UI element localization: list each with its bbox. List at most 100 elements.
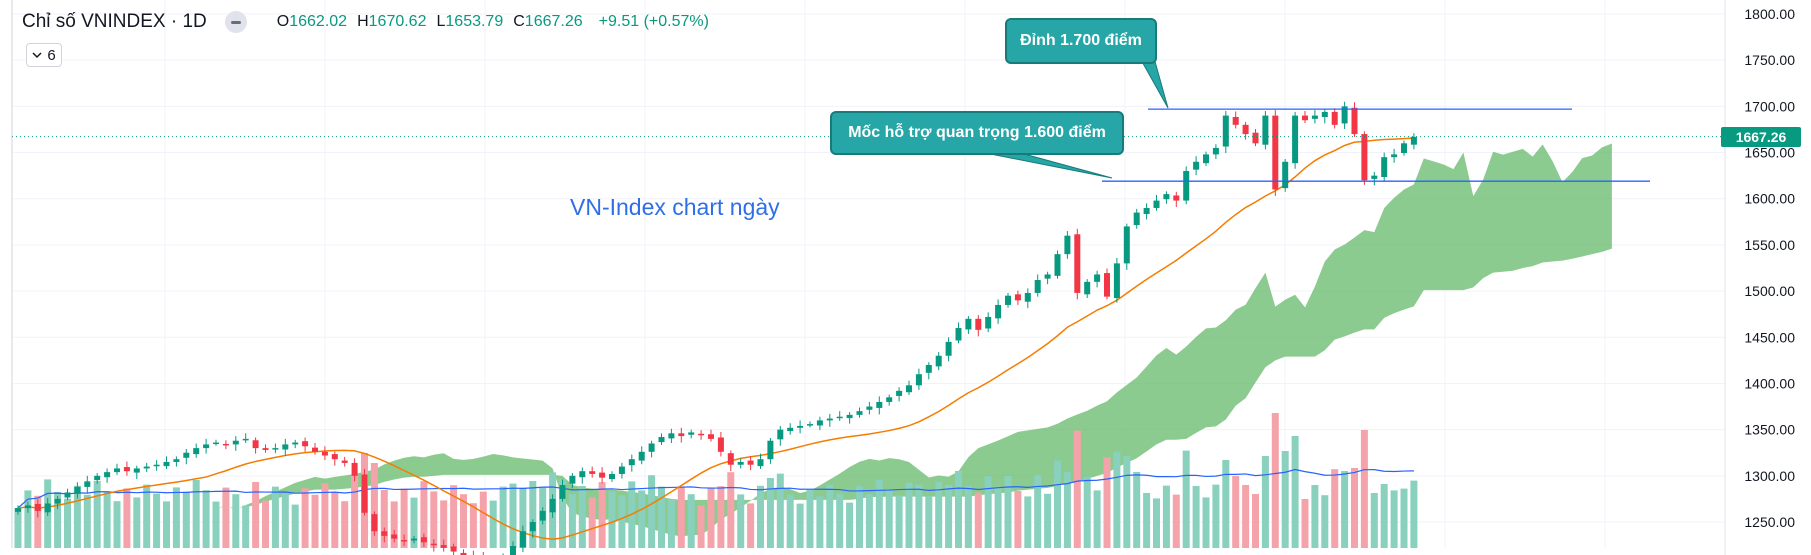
candle: [213, 439, 219, 446]
y-tick-label: 1350.00: [1744, 422, 1795, 438]
candle-body: [807, 424, 813, 426]
candle-body: [391, 534, 398, 539]
candle: [995, 299, 1002, 324]
volume-bar: [875, 480, 883, 548]
candle: [1311, 110, 1318, 124]
candle: [173, 456, 180, 467]
candle-body: [262, 448, 269, 450]
volume-bar: [1341, 471, 1349, 548]
chart-caption: VN-Index chart ngày: [570, 194, 780, 220]
volume-bar: [559, 479, 566, 548]
candle: [74, 482, 81, 499]
candle-body: [272, 448, 279, 450]
candle: [1292, 111, 1299, 169]
volume-bar: [1291, 436, 1299, 548]
candle: [549, 494, 556, 518]
candle: [1005, 292, 1011, 308]
volume-bar: [1004, 476, 1012, 548]
candle: [559, 479, 566, 502]
candle: [866, 401, 873, 415]
volume-bar: [291, 504, 299, 548]
candle-body: [1262, 115, 1269, 145]
candle-body: [1005, 295, 1011, 305]
candle: [708, 429, 714, 442]
candle-body: [232, 440, 239, 445]
indicators-toggle[interactable]: 6: [26, 43, 62, 67]
volume-bar: [677, 486, 685, 548]
volume-bar: [450, 485, 458, 548]
candle-body: [510, 546, 516, 555]
volume-bar: [1083, 476, 1091, 548]
candle-body: [1321, 111, 1328, 117]
candle-body: [341, 460, 348, 463]
volume-bar: [192, 480, 200, 548]
candle: [1084, 279, 1091, 299]
volume-bar: [153, 493, 161, 548]
open-value: 1662.02: [289, 13, 348, 30]
candle-body: [1163, 194, 1170, 200]
candle: [381, 527, 388, 543]
candle: [1321, 109, 1328, 124]
candle: [371, 511, 378, 536]
volume-bar: [212, 501, 220, 548]
candle-body: [856, 411, 863, 415]
high-value: 1670.62: [368, 13, 427, 30]
candle: [331, 451, 338, 466]
candle: [906, 380, 912, 395]
price-axis[interactable]: 1800.00 1750.00 1700.00 1650.00 1600.00 1550.…: [1724, 0, 1811, 555]
candle-body: [906, 385, 912, 393]
candle: [361, 468, 368, 516]
candle-body: [282, 444, 289, 450]
candle-body: [133, 468, 140, 473]
candle-body: [668, 433, 675, 439]
volume-bar: [281, 493, 289, 548]
volume-bar: [1380, 484, 1388, 548]
candle-body: [34, 503, 41, 511]
candle-body: [787, 427, 794, 432]
candle: [945, 337, 952, 362]
candle: [472, 550, 474, 555]
volume-bar: [440, 500, 448, 548]
candle-body: [1104, 273, 1110, 297]
candle: [955, 322, 962, 344]
close-value: 1667.26: [524, 13, 583, 30]
candle: [84, 475, 91, 494]
candle: [846, 412, 853, 424]
candle-body: [589, 471, 596, 474]
volume-bar: [400, 488, 408, 548]
symbol-title[interactable]: Chỉ số VNINDEX · 1D: [22, 11, 207, 32]
candle-body: [460, 552, 467, 555]
candle-body: [618, 466, 625, 474]
candle: [1242, 122, 1249, 140]
candle: [351, 458, 358, 482]
candle-body: [104, 472, 111, 478]
candle: [341, 456, 348, 467]
candle: [1074, 228, 1081, 300]
volume-bar: [73, 485, 81, 548]
candle-body: [1094, 274, 1101, 282]
volume-bar: [113, 501, 121, 548]
volume-bar: [182, 491, 190, 548]
candle-body: [569, 475, 576, 484]
candle: [589, 466, 596, 478]
candle-body: [1183, 171, 1190, 201]
candle: [727, 450, 734, 472]
candle-body: [1242, 124, 1249, 135]
volume-bar: [727, 472, 735, 548]
volume-bar: [242, 505, 250, 548]
peak-callout[interactable]: Đỉnh 1.700 điểm: [1005, 18, 1157, 64]
more-options-button[interactable]: [224, 11, 247, 33]
candle-body: [411, 538, 417, 541]
candle-body: [84, 481, 91, 487]
candle: [618, 462, 625, 479]
ohlc-values: O1662.02 H1670.62 L1653.79 C1667.26 +9.5…: [277, 13, 709, 31]
y-tick-label: 1650.00: [1744, 145, 1795, 161]
candle-body: [519, 531, 526, 548]
candle-body: [222, 443, 229, 446]
support-callout[interactable]: Mốc hỗ trợ quan trọng 1.600 điểm: [830, 111, 1124, 155]
candle-body: [302, 441, 309, 447]
candle-body: [529, 522, 536, 532]
candle-body: [826, 418, 833, 421]
volume-bar: [796, 503, 804, 548]
